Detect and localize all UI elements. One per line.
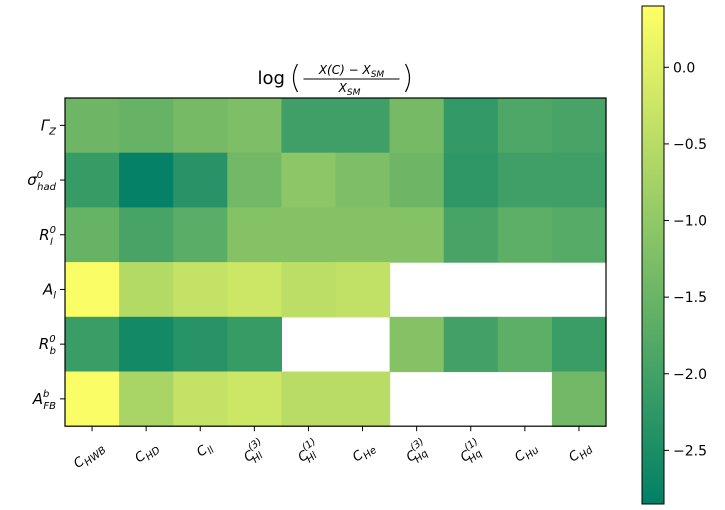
x-tick-label-9: CHd [566,439,596,468]
title-numerator: X(C) − XSM [318,63,385,80]
x-tick-label-2: Cll [194,439,217,462]
colorbar-tick-label-4: −2.0 [673,367,707,383]
colorbar-tick-label-5: −2.5 [673,443,707,459]
heatmap-cell-0-1 [119,98,174,154]
heatmap-cell-0-4 [281,98,337,154]
colorbar-tick-label-2: −1.0 [673,214,707,230]
heatmap-cell-5-2 [173,371,228,427]
heatmap-cell-5-3 [227,371,282,427]
heatmap-cell-2-2 [173,207,228,263]
y-tick-label-2: R0 l [39,225,56,248]
heatmap-cell-1-8 [497,152,553,208]
x-tick-6: C(3)Hq [401,436,433,468]
heatmap-cell-0-8 [497,98,553,154]
heatmap-cell-3-0 [65,262,120,318]
heatmap-cell-2-8 [497,207,553,263]
x-tick-5: CHe [350,439,379,467]
heatmap-cell-4-9 [551,316,607,373]
heatmap-cell-4-2 [173,316,228,373]
heatmap-cell-1-4 [281,152,337,208]
x-tick-label-6: C(3)Hq [401,436,433,468]
heatmap-cell-3-5 [335,262,391,318]
heatmap-cell-2-9 [551,207,607,263]
heatmap-cell-1-6 [389,152,445,208]
heatmap-cell-2-7 [443,207,499,263]
x-tick-labels: CHWB CHD Cll C(3)Hl C(1)Hl CHe C(3)Hq C(1)Hq CHu… [71,426,596,474]
plot-border [64,97,607,427]
x-tick-4: C(1)Hl [293,436,325,468]
x-tick-label-4: C(1)Hl [293,436,325,468]
x-tick-label-3: C(3)Hl [239,436,271,468]
heatmap-cell-2-0 [65,207,120,263]
heatmap-cell-1-3 [227,152,282,208]
x-tick-label-0: CHWB [71,439,108,474]
x-tick-9: CHd [566,439,596,468]
heatmap-cell-4-0 [65,316,120,373]
x-tick-3: C(3)Hl [239,436,271,468]
x-tick-label-5: CHe [350,439,379,467]
colorbar-tick-label-0: 0.0 [673,60,695,76]
colorbar-gradient [642,6,664,504]
x-tick-label-7: C(1)Hq [455,436,487,468]
title-denominator: XSM [338,81,361,98]
y-tick-labels: ΓZ σ0 had R0 l Al R0 b Ab FB [27,116,65,412]
heatmap-cell-0-9 [551,98,607,154]
heatmap-cell-2-6 [389,207,445,263]
heatmap-cell-5-1 [119,371,174,427]
heatmap-cell-2-4 [281,207,337,263]
heatmap-cell-4-8 [497,316,553,373]
colorbar-tick-label-3: −1.5 [673,290,707,306]
heatmap-cell-4-1 [119,316,174,373]
heatmap-cell-0-2 [173,98,228,154]
x-tick-2: Cll [194,439,217,462]
heatmap-cell-1-0 [65,152,120,208]
heatmap-cell-4-3 [227,316,282,373]
colorbar-border [641,5,665,505]
x-tick-7: C(1)Hq [455,436,487,468]
heatmap-cell-3-1 [119,262,174,318]
colorbar-tick-label-1: −0.5 [673,137,707,153]
heatmap-cell-4-6 [389,316,445,373]
y-tick-label-1: σ0 had [27,170,56,193]
heatmap-cell-2-5 [335,207,391,263]
y-tick-label-3: Al [42,280,56,301]
heatmap-cell-0-3 [227,98,282,154]
heatmap-cell-5-9 [551,371,607,427]
heatmap-cell-2-1 [119,207,174,263]
heatmap-cell-0-0 [65,98,120,154]
heatmap-cell-5-5 [335,371,391,427]
y-tick-label-5: Ab FB [32,389,56,412]
heatmap-cell-0-6 [389,98,445,154]
heatmap-cell-5-0 [65,371,120,427]
heatmap-cell-0-7 [443,98,499,154]
y-tick-label-0: ΓZ [41,116,57,137]
x-tick-0: CHWB [71,439,108,474]
heatmap-cell-1-5 [335,152,391,208]
x-tick-1: CHD [132,439,162,468]
heatmap-cell-3-4 [281,262,337,318]
heatmap-cell-4-7 [443,316,499,373]
heatmap-cell-0-5 [335,98,391,154]
title-log: log [258,68,285,89]
plot-frame [64,97,607,427]
colorbar: 0.0 −0.5 −1.0 −1.5 −2.0 −2.5 [641,5,707,505]
heatmap-cell-1-2 [173,152,228,208]
heatmap-cell-5-4 [281,371,337,427]
heatmap-cell-2-3 [227,207,282,263]
heatmap-cell-1-9 [551,152,607,208]
heatmap-cell-1-1 [119,152,174,208]
x-tick-label-8: CHu [512,439,541,467]
heatmap-cell-3-2 [173,262,228,318]
y-tick-label-4: R0 b [39,334,56,357]
x-tick-8: CHu [512,439,541,467]
heatmap-cells [65,98,607,427]
heatmap-cell-3-3 [227,262,282,318]
x-tick-label-1: CHD [132,439,162,468]
heatmap-cell-1-7 [443,152,499,208]
